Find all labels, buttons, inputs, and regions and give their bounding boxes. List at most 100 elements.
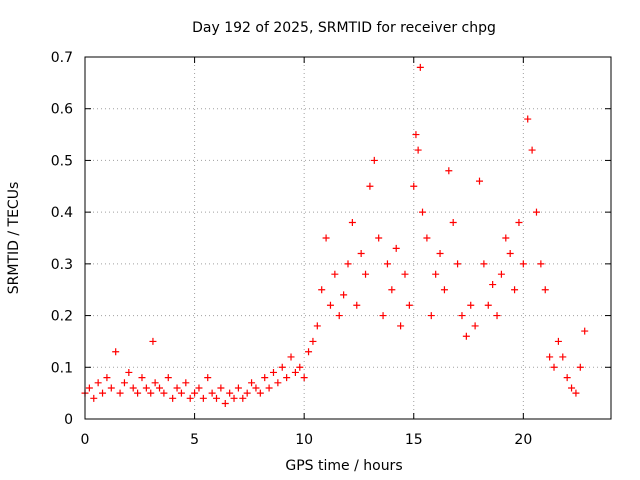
data-point [243,389,251,397]
y-tick-label: 0.2 [51,309,73,325]
data-point [335,312,343,320]
data-point [182,379,190,387]
data-point [454,260,462,268]
data-point [120,379,128,387]
y-tick-label: 0.5 [51,153,73,169]
data-point [287,353,295,361]
grid [85,57,611,419]
data-point [471,322,479,330]
data-point [410,182,418,190]
data-point [515,218,523,226]
data-point [497,270,505,278]
x-tick-label: 10 [295,432,313,448]
y-tick-label: 0 [64,412,73,428]
data-point [164,374,172,382]
x-tick-label: 5 [190,432,199,448]
data-point [265,384,273,392]
data-point [423,234,431,242]
data-point [528,146,536,154]
data-point [362,270,370,278]
data-point [432,270,440,278]
data-point [511,286,519,294]
data-point [195,384,203,392]
data-point [291,368,299,376]
data-point [353,301,361,309]
data-point [248,379,256,387]
data-point [199,394,207,402]
data-point [147,389,155,397]
data-point [186,394,194,402]
data-point [261,374,269,382]
data-point [239,394,247,402]
data-point [383,260,391,268]
data-point [112,348,120,356]
data-point [269,368,277,376]
data-point [173,384,181,392]
data-point [427,312,435,320]
data-point [489,281,497,289]
plot-frame [84,56,612,420]
y-tick-label: 0.3 [51,257,73,273]
data-point [252,384,260,392]
data-point [340,291,348,299]
data-point [169,394,177,402]
data-point [476,177,483,185]
data-point [379,312,387,320]
data-point [134,389,142,397]
data-point [502,234,510,242]
data-point [370,156,378,164]
data-point [300,374,308,382]
data-point [532,208,540,216]
data-point [572,389,580,397]
data-point [366,182,374,190]
data-point [550,363,558,371]
data-point [559,353,567,361]
data-point [234,384,242,392]
data-point [230,394,238,402]
data-point [405,301,413,309]
data-point [416,63,424,71]
data-point [419,208,427,216]
data-point [388,286,396,294]
data-point [484,301,492,309]
data-point [309,337,317,345]
data-point [90,394,98,402]
data-point [283,374,291,382]
data-point [160,389,168,397]
data-point [445,167,453,175]
data-point [493,312,501,320]
y-tick-label: 0.1 [51,360,73,376]
data-point [458,312,466,320]
data-point [129,384,137,392]
data-point [576,363,584,371]
data-point [326,301,334,309]
y-tick-label: 0.6 [51,102,73,118]
data-point [217,384,225,392]
data-point [94,379,102,387]
data-point [344,260,352,268]
data-point [331,270,339,278]
data-point [546,353,554,361]
data-point [313,322,321,330]
chart-title: Day 192 of 2025, SRMTID for receiver chp… [192,20,496,36]
x-tick-label: 20 [514,432,532,448]
data-point [103,374,111,382]
data-point [568,384,576,392]
data-point [357,250,365,258]
data-point [99,389,107,397]
y-tick-label: 0.7 [51,50,73,66]
data-point [256,389,264,397]
data-point [204,374,212,382]
data-point [467,301,475,309]
data-point [305,348,313,356]
data-point [149,337,157,345]
data-point [397,322,405,330]
data-point [226,389,234,397]
y-axis-label: SRMTID / TECUs [6,182,22,295]
data-point [278,363,286,371]
data-point [156,384,164,392]
data-point [436,250,444,258]
data-point [208,389,216,397]
